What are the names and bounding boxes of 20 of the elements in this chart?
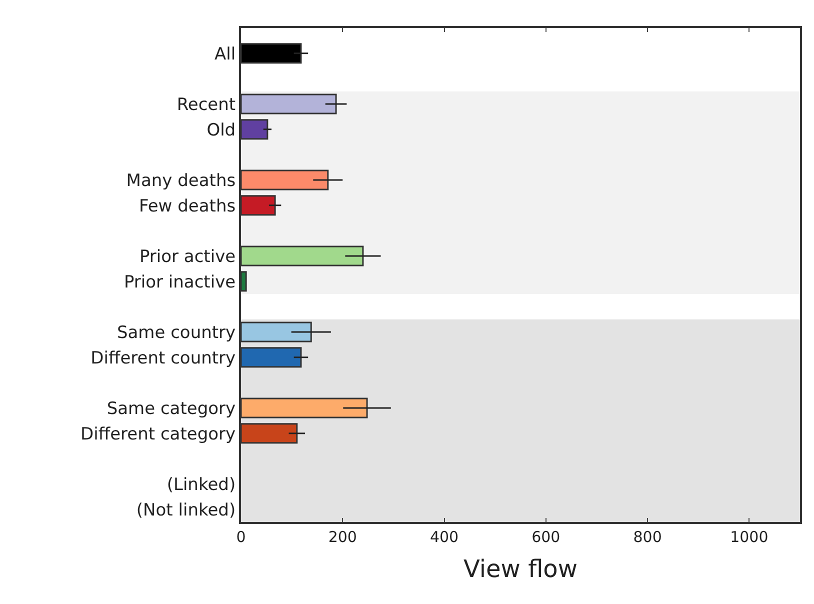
x-tick-label: 1000 [730, 528, 768, 546]
y-tick-label: Few deaths [139, 196, 236, 216]
y-tick-label: Same country [116, 322, 236, 343]
y-tick-label: Old [206, 120, 236, 140]
y-tick-label: Prior inactive [124, 272, 236, 292]
y-tick-label: (Not linked) [136, 500, 236, 520]
y-tick-label: Prior active [139, 246, 236, 267]
x-tick-label: 0 [236, 528, 246, 546]
y-tick-label: Same category [106, 398, 236, 419]
y-tick-label: (Linked) [166, 474, 236, 495]
x-tick-label: 400 [430, 528, 459, 546]
y-tick-label: Different category [80, 424, 236, 444]
x-tick-label: 800 [633, 528, 662, 546]
x-axis-title: View flow [463, 554, 578, 583]
x-tick-label: 600 [532, 528, 560, 546]
y-tick-label: Recent [176, 94, 236, 115]
y-tick-label: All [214, 44, 236, 64]
x-tick-label: 200 [328, 528, 357, 546]
y-tick-label: Many deaths [126, 170, 236, 191]
y-tick-label: Different country [90, 348, 236, 368]
